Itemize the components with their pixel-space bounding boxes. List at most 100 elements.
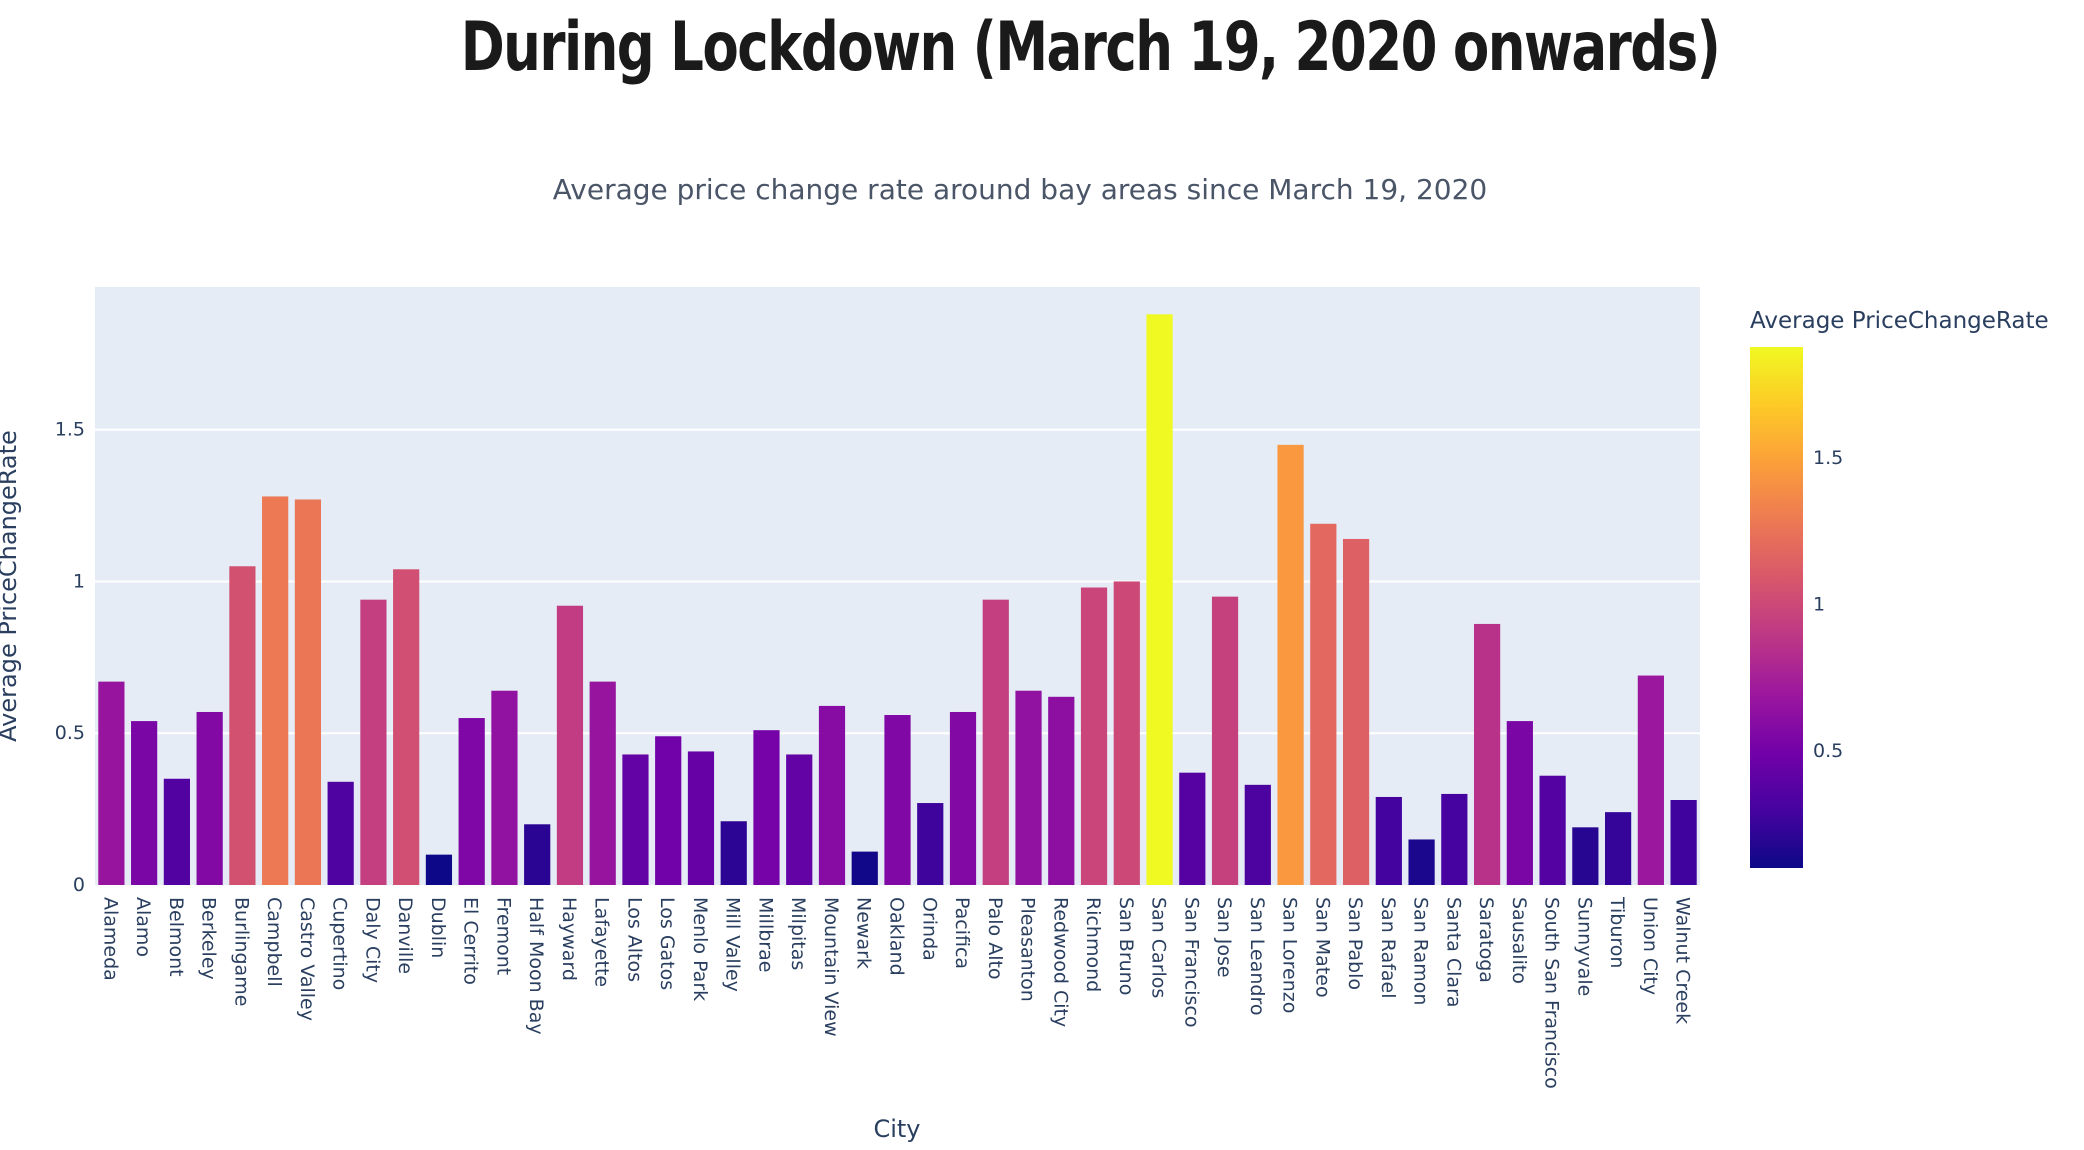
chart-title: Average price change rate around bay are… xyxy=(553,173,1487,206)
bar-richmond[interactable] xyxy=(1080,587,1108,885)
bar-alameda[interactable] xyxy=(98,681,125,885)
bar-san-mateo[interactable] xyxy=(1310,523,1337,885)
bar-menlo-park[interactable] xyxy=(687,751,715,885)
y-axis-title: Average PriceChangeRate xyxy=(0,430,22,742)
bar-el-cerrito[interactable] xyxy=(458,718,485,885)
bar-santa-clara[interactable] xyxy=(1441,793,1468,885)
bar-campbell[interactable] xyxy=(262,496,289,885)
bar-fremont[interactable] xyxy=(491,690,518,885)
colorbar-title: Average PriceChangeRate xyxy=(1750,308,2049,334)
bar-south-san-francisco[interactable] xyxy=(1539,775,1566,885)
x-tick-label: Milpitas xyxy=(787,897,809,970)
bar-daly-city[interactable] xyxy=(360,599,387,885)
bar-castro-valley[interactable] xyxy=(294,499,322,885)
x-tick-label: Tiburon xyxy=(1606,896,1628,968)
bar-newark[interactable] xyxy=(851,851,878,885)
y-tick-label: 1 xyxy=(73,570,85,592)
x-tick-label: Cupertino xyxy=(329,897,351,990)
colorbar-ticks: 0.5 1 1.5 xyxy=(1813,447,1843,762)
y-tick-label: 1.5 xyxy=(55,419,85,441)
bar-san-ramon[interactable] xyxy=(1408,839,1435,885)
x-tick-label: Palo Alto xyxy=(984,897,1006,980)
x-tick-label: San Carlos xyxy=(1148,897,1170,998)
colorbar-tick-label: 1 xyxy=(1813,594,1825,616)
bar-burlingame[interactable] xyxy=(229,566,256,885)
x-tick-label: San Bruno xyxy=(1115,897,1137,995)
x-tick-label: Los Altos xyxy=(623,897,645,982)
bar-pleasanton[interactable] xyxy=(1015,690,1042,885)
x-tick-label: Pacifica xyxy=(951,897,973,969)
bar-sunnyvale[interactable] xyxy=(1572,827,1599,885)
bar-orinda[interactable] xyxy=(917,803,944,885)
x-tick-label: Oakland xyxy=(886,897,908,976)
x-tick-label: Redwood City xyxy=(1049,897,1071,1027)
x-tick-label: El Cerrito xyxy=(460,897,482,985)
x-tick-label: Berkeley xyxy=(198,897,220,980)
colorbar-tick-label: 0.5 xyxy=(1813,740,1843,762)
bar-palo-alto[interactable] xyxy=(982,599,1009,885)
x-tick-label: Richmond xyxy=(1082,897,1104,992)
x-tick-label: San Pablo xyxy=(1344,897,1366,990)
bar-saratoga[interactable] xyxy=(1473,623,1501,885)
x-tick-label: Orinda xyxy=(918,897,940,961)
y-tick-label: 0 xyxy=(73,874,85,896)
bar-san-carlos[interactable] xyxy=(1146,314,1173,885)
bar-los-altos[interactable] xyxy=(622,754,649,885)
bar-pacifica[interactable] xyxy=(949,711,977,885)
bar-san-bruno[interactable] xyxy=(1113,581,1140,885)
bar-alamo[interactable] xyxy=(131,721,158,885)
x-tick-label: Menlo Park xyxy=(689,897,711,1001)
x-tick-label: Dublin xyxy=(427,897,449,958)
x-tick-label: Half Moon Bay xyxy=(525,897,547,1035)
bar-san-francisco[interactable] xyxy=(1179,772,1206,885)
bar-san-lorenzo[interactable] xyxy=(1277,444,1304,885)
bar-mountain-view[interactable] xyxy=(818,705,846,885)
bar-millbrae[interactable] xyxy=(753,730,780,885)
x-tick-label: Castro Valley xyxy=(296,897,318,1021)
bar-lafayette[interactable] xyxy=(589,681,616,885)
x-axis-ticks: Alameda Alamo Belmont Berkeley Burlingame Cam… xyxy=(99,896,1693,1089)
bar-half-moon-bay[interactable] xyxy=(524,824,551,885)
bar-cupertino[interactable] xyxy=(327,781,354,885)
bar-san-rafael[interactable] xyxy=(1375,796,1402,885)
x-tick-label: San Ramon xyxy=(1410,897,1432,1005)
bars xyxy=(98,314,1697,885)
bar-union-city[interactable] xyxy=(1637,675,1664,885)
x-tick-label: Alameda xyxy=(99,897,121,981)
bar-oakland[interactable] xyxy=(884,715,911,885)
x-tick-label: Walnut Creek xyxy=(1672,897,1694,1024)
bar-san-jose[interactable] xyxy=(1211,596,1239,885)
page-title: During Lockdown (March 19, 2020 onwards) xyxy=(460,8,1721,87)
bar-berkeley[interactable] xyxy=(196,711,223,885)
bar-san-leandro[interactable] xyxy=(1244,784,1271,885)
bar-tiburon[interactable] xyxy=(1605,812,1632,885)
x-tick-label: Hayward xyxy=(558,897,580,981)
colorbar-tick-label: 1.5 xyxy=(1813,447,1843,469)
bar-belmont[interactable] xyxy=(163,778,190,885)
x-tick-label: San Francisco xyxy=(1180,897,1202,1028)
x-tick-label: Sausalito xyxy=(1508,897,1530,984)
x-tick-label: Daly City xyxy=(361,897,383,983)
x-tick-label: San Lorenzo xyxy=(1279,897,1301,1013)
x-tick-label: Sunnyvale xyxy=(1573,897,1595,996)
bar-redwood-city[interactable] xyxy=(1048,696,1075,885)
bar-mill-valley[interactable] xyxy=(720,821,747,885)
bar-san-pablo[interactable] xyxy=(1342,538,1370,885)
x-tick-label: Mill Valley xyxy=(722,897,744,992)
x-tick-label: Los Gatos xyxy=(656,897,678,990)
bar-milpitas[interactable] xyxy=(786,754,813,885)
bar-dublin[interactable] xyxy=(425,854,453,885)
bar-hayward[interactable] xyxy=(556,605,584,885)
y-tick-label: 0.5 xyxy=(55,722,85,744)
bar-danville[interactable] xyxy=(393,569,420,885)
x-axis-title: City xyxy=(873,1115,920,1143)
bar-walnut-creek[interactable] xyxy=(1670,800,1697,885)
x-tick-label: Alamo xyxy=(132,897,154,957)
x-tick-label: Belmont xyxy=(165,897,187,977)
x-tick-label: Lafayette xyxy=(591,897,613,987)
x-tick-label: Pleasanton xyxy=(1017,897,1039,1002)
bar-sausalito[interactable] xyxy=(1506,721,1533,885)
x-tick-label: Santa Clara xyxy=(1442,897,1464,1008)
bar-los-gatos[interactable] xyxy=(655,736,682,885)
